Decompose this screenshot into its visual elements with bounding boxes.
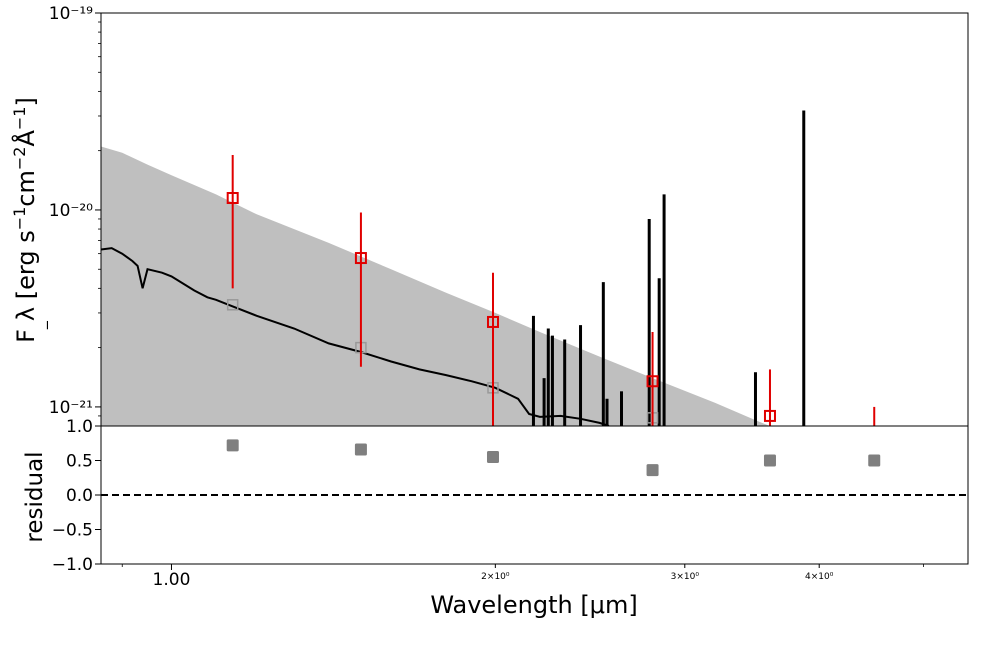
observed-marker	[763, 409, 776, 422]
residual-tick-label: −1.0	[52, 555, 93, 575]
residual-y-ticks: 1.0 0.5 0.0 −0.5 −1.0	[52, 417, 101, 575]
y-tick-label: 10⁻²⁰	[49, 201, 93, 221]
residual-tick-label: −0.5	[52, 521, 93, 541]
residual-tick-label: 0.5	[66, 452, 93, 472]
residual-marker	[763, 454, 776, 467]
observed-marker	[646, 375, 659, 388]
model-uncertainty-band	[101, 146, 770, 426]
residual-marker	[354, 443, 367, 456]
observed-marker	[869, 432, 879, 442]
x-tick-label: 4×10⁰	[805, 572, 834, 582]
top-y-ticks: 10⁻²¹ 10⁻²⁰ 10⁻¹⁹	[49, 4, 101, 427]
x-ticks: 1.00 2×10⁰ 3×10⁰ 4×10⁰	[121, 564, 924, 590]
x-tick-label: 3×10⁰	[671, 572, 700, 582]
emission-lines	[531, 110, 806, 426]
residual-tick-label: 1.0	[66, 417, 93, 437]
y-tick-label: 10⁻²¹	[49, 398, 93, 418]
residual-panel: 1.0 0.5 0.0 −0.5 −1.0 1.00 2×10⁰ 3×10⁰ 4×10⁰ re…	[22, 417, 969, 619]
residual-points	[226, 439, 881, 477]
sed-panel: 10⁻²¹ 10⁻²⁰ 10⁻¹⁹ F_λ [erg s−1cm−2Å−1]	[10, 4, 969, 442]
residual-marker	[486, 451, 499, 464]
x-axis-title: Wavelength [μm]	[430, 591, 637, 619]
synthetic-marker	[226, 299, 239, 311]
observed-photometry	[226, 155, 879, 442]
residual-plot-frame	[100, 425, 969, 565]
observed-marker	[486, 315, 499, 328]
residual-marker	[226, 439, 239, 452]
y-tick-label: 10⁻¹⁹	[49, 4, 93, 24]
observed-marker	[226, 192, 239, 205]
y-axis-title: F_λ [erg s−1cm−2Å−1]	[10, 97, 49, 343]
x-tick-label: 2×10⁰	[481, 572, 510, 582]
residual-marker	[646, 464, 659, 477]
observed-marker	[354, 252, 367, 265]
residual-tick-label: 0.0	[66, 486, 93, 506]
residual-marker	[868, 454, 881, 467]
x-tick-label: 1.00	[153, 570, 191, 590]
residual-axis-title: residual	[22, 451, 48, 542]
